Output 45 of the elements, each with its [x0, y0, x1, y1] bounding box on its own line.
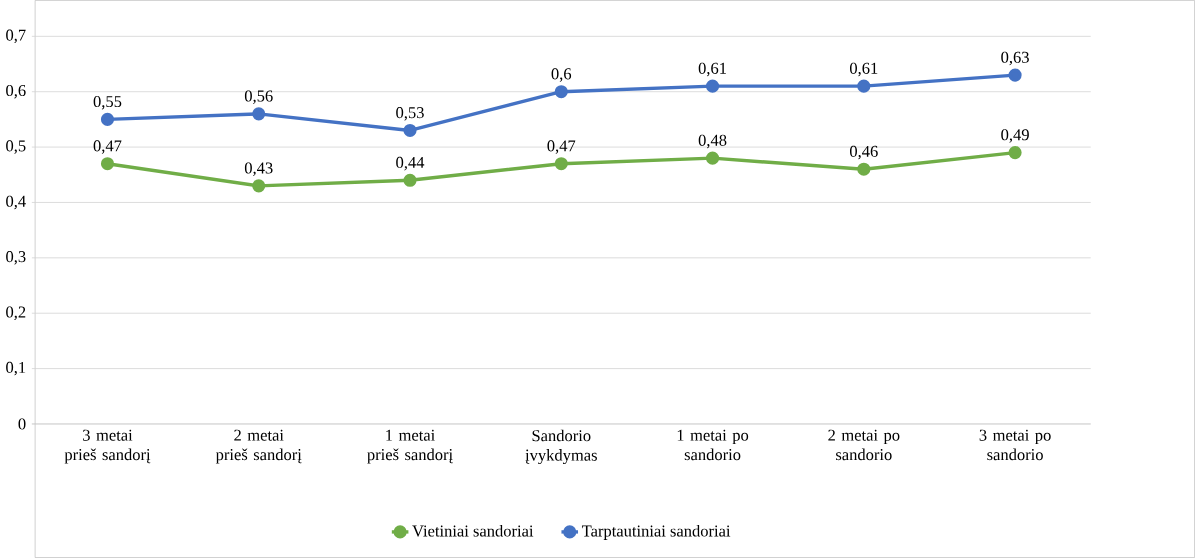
- point: [857, 79, 871, 93]
- data-label: 0,44: [396, 156, 425, 171]
- data-label: 0,55: [93, 95, 122, 110]
- data-label: 0,48: [698, 134, 727, 149]
- data-label: 0,63: [1001, 51, 1029, 66]
- data-label: 0,6: [551, 68, 572, 82]
- y-tick-label: 0,4: [6, 195, 26, 210]
- x-tick-label: 1 metai prieš sandorį: [367, 429, 453, 464]
- y-tick-label: 0,5: [6, 140, 26, 154]
- y-tick-label: 0,7: [6, 29, 26, 44]
- x-tick-label: Sandorio įvykdymas: [525, 429, 597, 465]
- point: [403, 123, 417, 138]
- y-tick-label: 0: [18, 418, 26, 430]
- data-label: 0,61: [849, 62, 878, 77]
- data-label: 0,56: [244, 90, 273, 104]
- y-tick-label: 0,6: [6, 84, 26, 99]
- y-tick-label: 0,3: [6, 251, 26, 265]
- point: [857, 162, 871, 176]
- point: [554, 157, 568, 171]
- point: [100, 112, 115, 126]
- data-label: 0,47: [547, 140, 576, 154]
- x-tick-label: 1 metai po sandorio: [677, 429, 749, 461]
- x-tick-label: 3 metai prieš sandorį: [64, 429, 151, 464]
- data-label: 0,53: [396, 107, 424, 121]
- y-tick-label: 0,1: [6, 361, 26, 376]
- point: [554, 85, 568, 99]
- data-label: 0,49: [1001, 129, 1029, 143]
- data-label: 0,47: [93, 140, 122, 154]
- data-label: 0,43: [244, 162, 273, 176]
- y-tick-label: 0,2: [6, 306, 26, 321]
- data-label: 0,61: [698, 62, 727, 77]
- point: [1008, 146, 1022, 160]
- point: [1008, 68, 1022, 82]
- point: [252, 179, 266, 193]
- x-tick-label: 2 metai prieš sandorį: [215, 429, 302, 464]
- data-label: 0,46: [849, 145, 878, 160]
- x-tick-label: 3 metai po sandorio: [979, 429, 1051, 461]
- point: [252, 107, 266, 121]
- point: [100, 157, 115, 171]
- legend-label: Vietiniai sandoriai: [412, 524, 534, 537]
- legend-label: Tarptautiniai sandoriai: [581, 524, 731, 540]
- point: [706, 79, 720, 93]
- point: [403, 173, 417, 187]
- point: [706, 151, 720, 165]
- x-tick-label: 2 metai po sandorio: [828, 429, 900, 461]
